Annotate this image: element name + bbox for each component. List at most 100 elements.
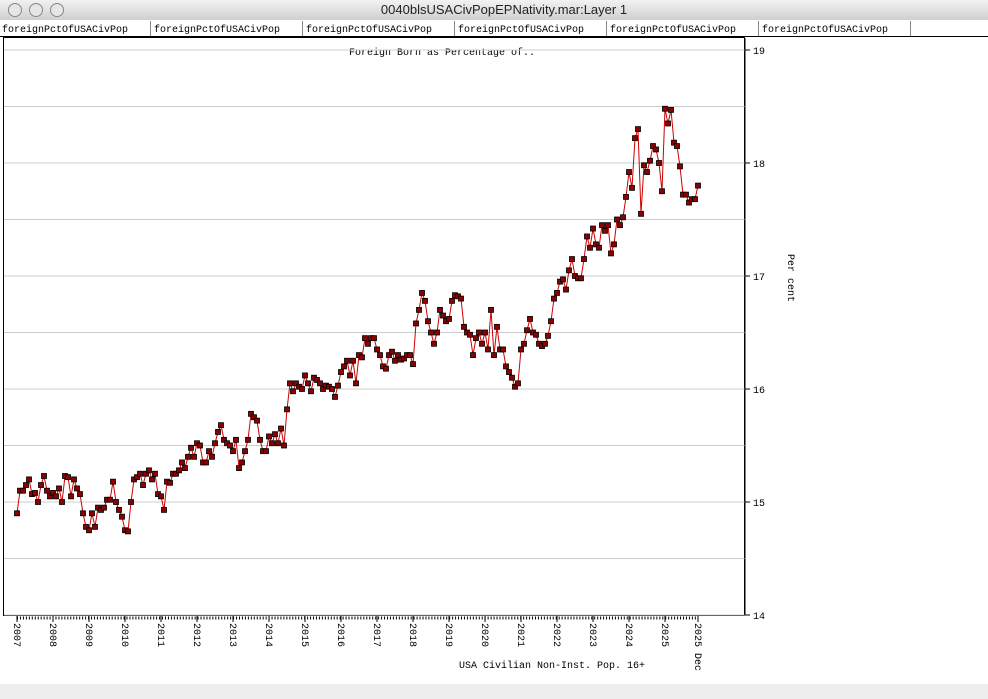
data-point [302,372,308,379]
data-point [26,476,32,483]
data-point [299,386,305,392]
data-point [179,459,185,466]
data-point [152,470,158,477]
data-point [515,380,521,387]
x-tick-label: 2011 [154,623,165,647]
data-point [542,340,548,347]
data-point [605,222,611,229]
data-point [401,355,407,362]
data-point [431,340,437,347]
data-point [617,222,623,229]
data-point [347,372,353,379]
x-tick-label: 2009 [82,623,93,647]
data-point [461,323,467,330]
tab-label: foreignPctOfUSACivPop [306,24,432,36]
data-point [506,369,512,375]
x-tick-label: 2013 [226,623,237,647]
minimize-button[interactable] [29,3,43,17]
data-point [494,323,500,330]
data-point [341,363,347,370]
data-point [647,157,653,164]
data-point [491,352,497,359]
data-point [641,162,647,169]
data-point [686,199,692,206]
data-point [488,306,494,313]
data-point [353,380,359,387]
data-point [629,184,635,191]
data-point [656,160,662,166]
data-point [626,169,632,175]
data-point [149,476,155,483]
y-tick-label: 18 [753,160,765,171]
data-point [20,487,26,494]
data-point [527,316,533,322]
data-point [389,348,395,355]
data-point [266,433,272,440]
data-point [635,126,641,132]
tab-bar [0,20,988,36]
y-tick-label: 15 [753,499,765,510]
data-point [407,352,413,359]
data-point [668,106,674,113]
data-point [671,139,677,146]
data-point [257,436,263,443]
data-point [314,377,320,383]
data-point [35,499,41,505]
data-point [581,256,587,262]
data-point [566,267,572,274]
data-point [86,527,92,534]
data-point [80,510,86,517]
close-button[interactable] [8,3,22,17]
data-point [290,388,296,395]
data-point [14,510,20,517]
data-point [128,499,134,505]
data-point [269,440,275,447]
data-point [119,513,125,520]
data-point [329,386,335,392]
data-point [239,459,245,466]
data-point [23,482,29,488]
data-point [212,440,218,447]
series-line [16,108,699,533]
data-point [440,312,446,319]
data-point [563,286,569,293]
data-point [584,233,590,240]
data-point [272,431,278,438]
data-point [665,120,671,127]
data-point [587,244,593,251]
title-bar [0,0,988,20]
data-point [68,493,74,500]
data-point [275,440,281,447]
x-tick-label: 2021 [514,623,525,647]
data-point [38,482,44,488]
tab-label: foreignPctOfUSACivPop [154,24,280,36]
data-point [350,357,356,364]
data-point [359,354,365,361]
data-point [425,318,431,325]
data-point [374,346,380,353]
data-point [410,361,416,368]
data-point [140,482,146,488]
data-point [125,528,131,535]
data-point [56,485,62,492]
data-point [590,225,596,232]
data-point [167,479,173,486]
data-point [677,163,683,170]
x-axis-label: USA Civilian Non-Inst. Pop. 16+ [459,660,645,672]
tab-label: foreignPctOfUSACivPop [2,24,128,36]
data-point [236,465,242,472]
x-tick-label: 2024 [622,623,633,647]
data-point [446,316,452,322]
data-point [338,369,344,375]
zoom-button[interactable] [50,3,64,17]
plot-frame [3,37,745,616]
data-point [458,295,464,302]
x-tick-label: 2015 [298,623,309,647]
x-tick-label: 2025 [658,623,669,647]
data-point [644,169,650,175]
data-point [419,290,425,296]
data-point [428,329,434,336]
data-point [512,383,518,390]
data-point [293,380,299,387]
